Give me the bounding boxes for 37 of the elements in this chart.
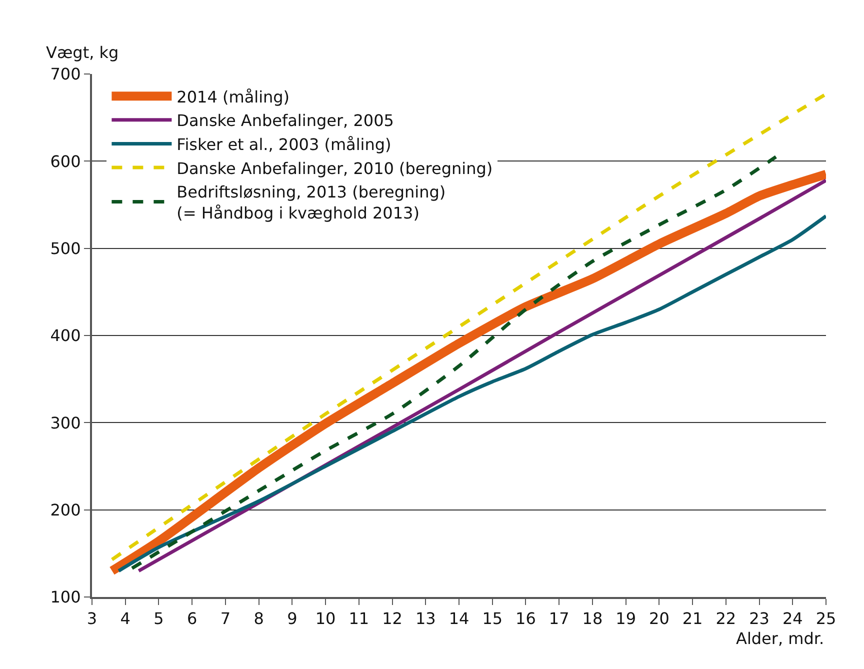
y-axis-title: Vægt, kg xyxy=(46,43,119,62)
y-tick-label: 500 xyxy=(50,238,81,258)
y-tick-label: 100 xyxy=(50,588,81,607)
x-tick-label: 12 xyxy=(382,609,402,628)
x-tick-label: 23 xyxy=(749,609,770,628)
x-tick-label: 14 xyxy=(448,609,470,628)
x-tick-label: 6 xyxy=(186,609,198,628)
x-tick-label: 3 xyxy=(86,609,98,628)
x-tick-label: 24 xyxy=(782,609,803,628)
x-tick-label: 25 xyxy=(816,609,836,628)
x-tick-label: 11 xyxy=(348,609,370,628)
x-tick-label: 10 xyxy=(315,609,336,628)
x-tick-label: 19 xyxy=(616,609,636,628)
x-tick-label: 8 xyxy=(254,609,264,628)
x-tick-label: 20 xyxy=(649,609,670,628)
y-tick-label: 700 xyxy=(50,64,81,84)
x-tick-label: 7 xyxy=(220,609,231,628)
legend-label: Bedriftsløsning, 2013 (beregning) (= Håndbog i kvæghold 2013) xyxy=(176,182,446,222)
legend-label: Fisker et al., 2003 (måling) xyxy=(176,134,392,154)
legend-label: Danske Anbefalinger, 2005 xyxy=(176,111,394,130)
y-tick-label: 200 xyxy=(50,500,81,520)
x-tick-label: 9 xyxy=(287,609,298,628)
x-tick-label: 21 xyxy=(682,609,703,628)
x-tick-label: 18 xyxy=(582,609,603,628)
legend-label: Danske Anbefalinger, 2010 (beregning) xyxy=(176,158,493,178)
legend-label: 2014 (måling) xyxy=(176,87,290,106)
y-tick-label: 600 xyxy=(50,152,81,171)
x-tick-label: 15 xyxy=(482,609,503,628)
x-tick-label: 5 xyxy=(154,609,164,628)
x-tick-label: 17 xyxy=(548,609,570,628)
x-tick-label: 4 xyxy=(120,609,130,628)
x-tick-label: 22 xyxy=(716,609,736,628)
x-tick-label: 13 xyxy=(415,609,436,628)
x-tick-label: 16 xyxy=(516,609,536,628)
y-tick-label: 400 xyxy=(50,326,81,346)
x-axis-title: Alder, mdr. xyxy=(736,629,824,648)
y-tick-label: 300 xyxy=(50,413,81,432)
